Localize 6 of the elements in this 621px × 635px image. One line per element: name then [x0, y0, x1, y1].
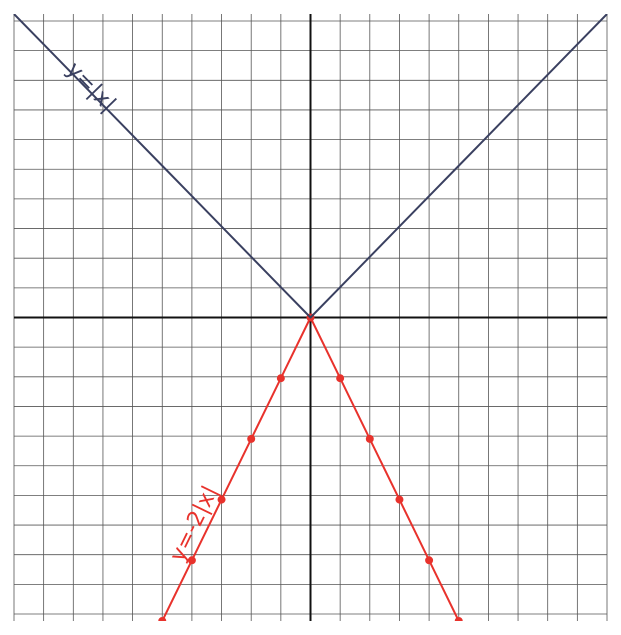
- point: [276, 374, 285, 382]
- point: [247, 434, 256, 443]
- point: [366, 434, 374, 443]
- point: [395, 496, 404, 504]
- point: [425, 556, 434, 564]
- point: [336, 374, 344, 382]
